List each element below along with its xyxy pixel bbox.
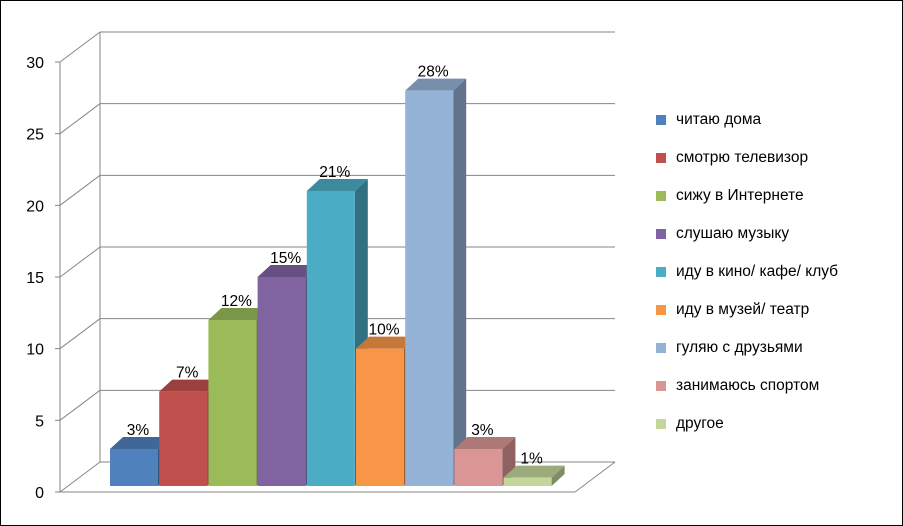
data-label: 7% bbox=[176, 365, 199, 382]
legend-label: занимаюсь спортом bbox=[676, 377, 820, 394]
data-label: 10% bbox=[368, 322, 399, 339]
y-tick-label: 5 bbox=[35, 413, 44, 430]
y-tick-label: 30 bbox=[26, 55, 44, 72]
legend-label: смотрю телевизор bbox=[676, 149, 809, 166]
legend-swatch bbox=[656, 305, 666, 315]
legend-item: иду в музей/ театр bbox=[656, 291, 896, 329]
legend-label: другое bbox=[676, 415, 724, 432]
y-tick-label: 15 bbox=[26, 270, 44, 287]
legend-item: гуляю с друзьями bbox=[656, 329, 896, 367]
legend-label: читаю дома bbox=[676, 111, 762, 128]
y-tick-label: 0 bbox=[35, 485, 44, 502]
legend-item: смотрю телевизор bbox=[656, 139, 896, 177]
bar bbox=[110, 449, 158, 486]
gridline-diagonal bbox=[59, 174, 101, 206]
bar bbox=[503, 477, 552, 486]
data-label: 15% bbox=[270, 250, 301, 267]
legend-item: читаю дома bbox=[656, 101, 896, 139]
legend-item: иду в кино/ кафе/ клуб bbox=[656, 253, 896, 291]
legend-label: иду в кино/ кафе/ клуб bbox=[676, 263, 839, 280]
gridline-diagonal bbox=[59, 246, 101, 278]
legend-swatch bbox=[656, 419, 666, 429]
data-label: 21% bbox=[319, 164, 350, 181]
legend-swatch bbox=[656, 343, 666, 353]
legend-swatch bbox=[656, 267, 666, 277]
bar-side bbox=[453, 78, 467, 487]
y-tick-label: 25 bbox=[26, 127, 44, 144]
bar-top bbox=[159, 379, 221, 392]
data-label: 28% bbox=[418, 64, 449, 81]
legend-swatch bbox=[656, 191, 666, 201]
bar bbox=[257, 277, 306, 486]
bar-top bbox=[454, 437, 516, 449]
gridline-diagonal bbox=[59, 31, 101, 63]
bar-side bbox=[551, 465, 565, 486]
bar bbox=[306, 191, 355, 486]
bar-top bbox=[503, 465, 565, 478]
bar-top bbox=[405, 78, 467, 91]
legend-label: слушаю музыку bbox=[676, 225, 790, 242]
legend-item: другое bbox=[656, 405, 896, 443]
legend-swatch bbox=[656, 153, 666, 163]
data-label: 3% bbox=[471, 422, 494, 439]
legend-label: сижу в Интернете bbox=[676, 187, 804, 204]
bar bbox=[454, 449, 503, 486]
bar bbox=[159, 391, 208, 486]
bar-top bbox=[208, 308, 270, 320]
legend-label: иду в музей/ театр bbox=[676, 301, 810, 318]
legend: читаю дома смотрю телевизор сижу в Интер… bbox=[656, 101, 896, 443]
data-label: 1% bbox=[520, 451, 543, 468]
floor-right-edge bbox=[574, 461, 616, 493]
data-label: 3% bbox=[127, 422, 150, 439]
legend-swatch bbox=[656, 381, 666, 391]
bar bbox=[208, 320, 257, 486]
bar-top bbox=[257, 265, 319, 277]
y-tick-label: 10 bbox=[26, 342, 44, 359]
bar-top bbox=[356, 336, 417, 349]
gridline-diagonal bbox=[59, 318, 101, 350]
bar bbox=[405, 90, 454, 487]
data-label: 12% bbox=[221, 293, 252, 310]
gridline-diagonal bbox=[59, 461, 101, 493]
legend-item: занимаюсь спортом bbox=[656, 367, 896, 405]
gridline-diagonal bbox=[59, 103, 101, 135]
bar-top bbox=[306, 179, 368, 191]
y-tick-label: 20 bbox=[26, 198, 44, 215]
legend-item: сижу в Интернете bbox=[656, 177, 896, 215]
bar-top bbox=[110, 437, 171, 449]
bar bbox=[356, 348, 404, 486]
legend-item: слушаю музыку bbox=[656, 215, 896, 253]
gridline-diagonal bbox=[59, 389, 101, 421]
legend-swatch bbox=[656, 229, 666, 239]
legend-swatch bbox=[656, 115, 666, 125]
legend-label: гуляю с друзьями bbox=[676, 339, 803, 356]
